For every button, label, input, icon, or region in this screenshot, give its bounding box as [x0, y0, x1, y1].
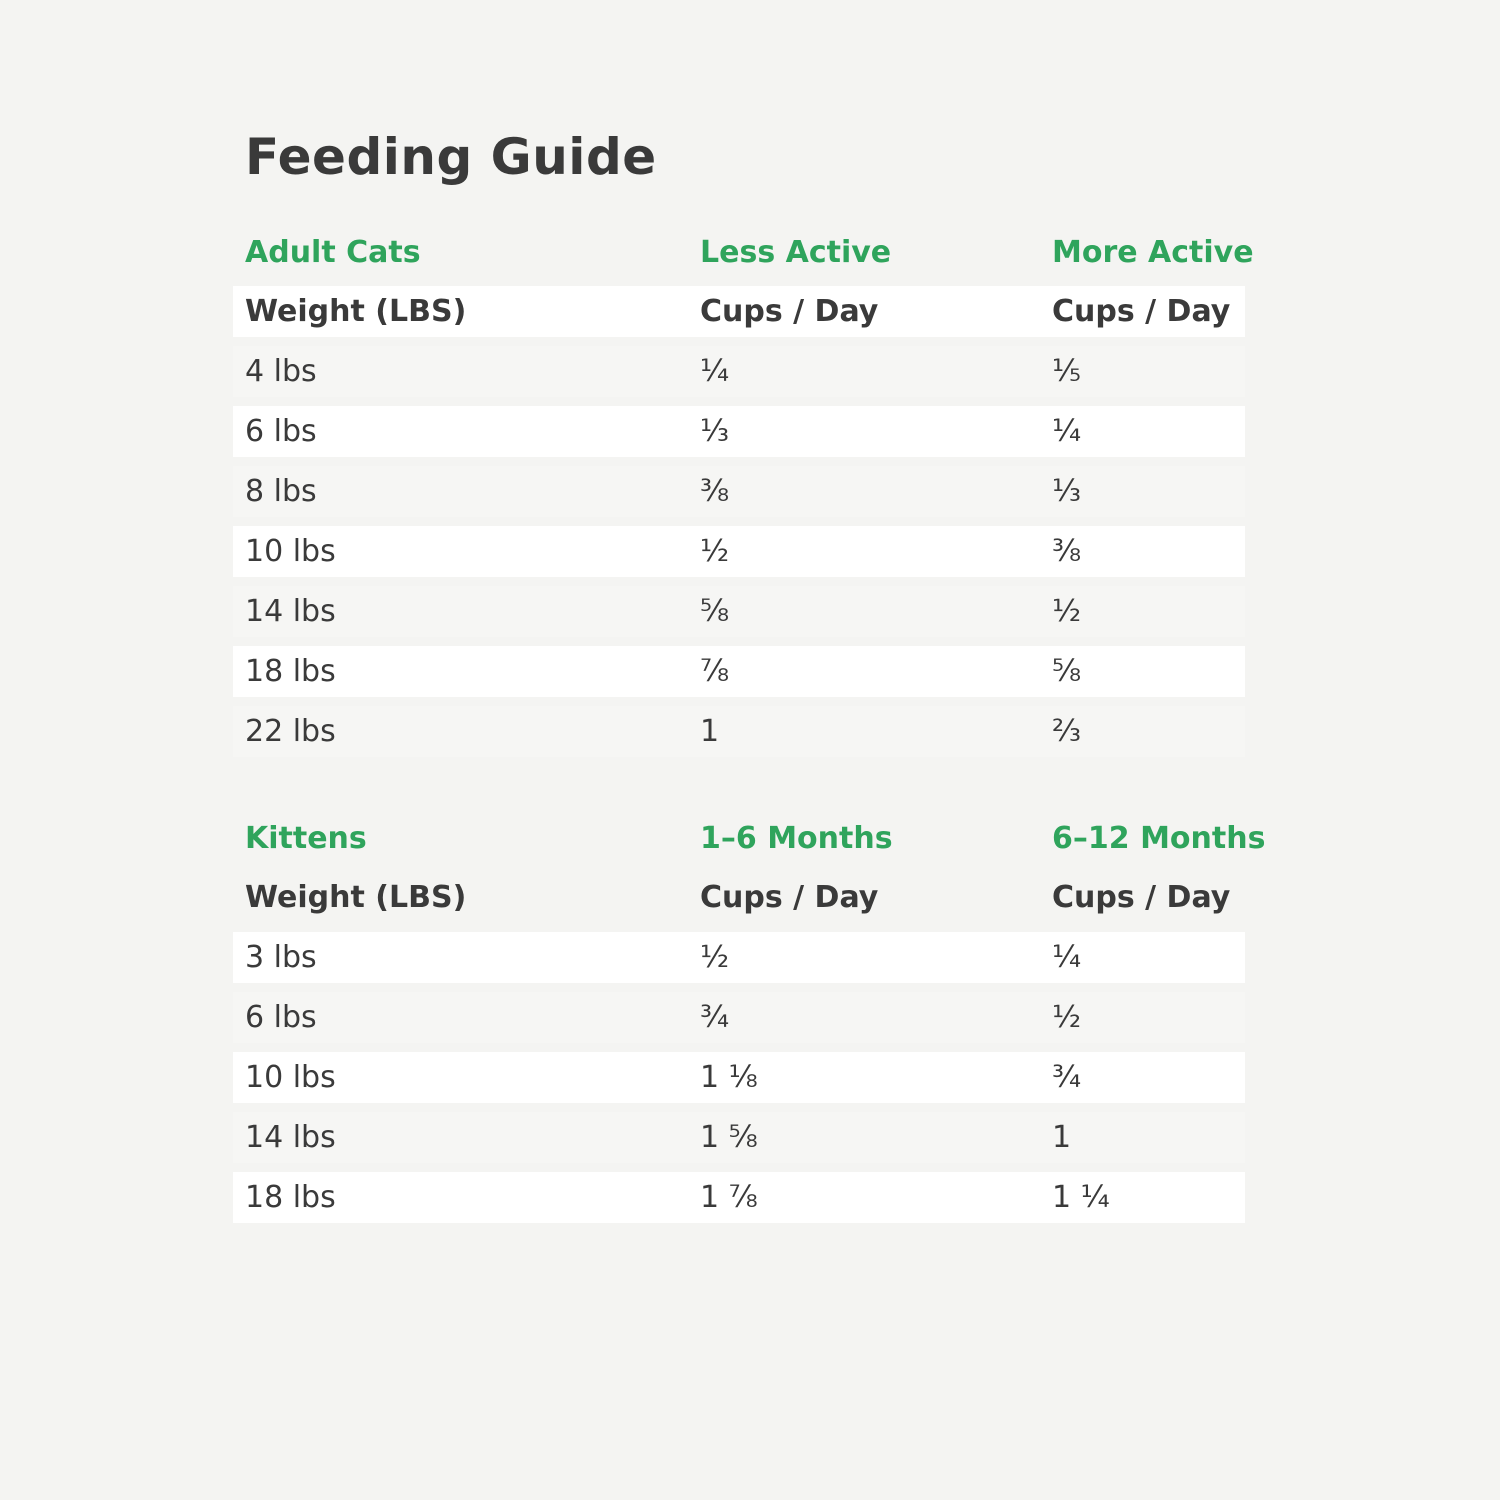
cups-cell: 1 — [700, 714, 720, 749]
table-header-row: Weight (LBS) Cups / Day Cups / Day — [233, 286, 1245, 337]
table-row: 8 lbs ⅜ ⅓ — [233, 466, 1245, 517]
weight-cell: 4 lbs — [245, 354, 317, 389]
table-row: 10 lbs ½ ⅜ — [233, 526, 1245, 577]
cups-cell: ⅜ — [1052, 534, 1082, 569]
section-label: Kittens — [245, 820, 367, 856]
section-label: Adult Cats — [245, 234, 421, 270]
weight-cell: 6 lbs — [245, 414, 317, 449]
feeding-guide-panel: Feeding Guide Adult Cats Less Active Mor… — [233, 0, 1265, 1232]
cups-cell: 1 ⅝ — [700, 1120, 758, 1155]
cups-cell: ½ — [1052, 594, 1082, 629]
adult-cats-section-header: Adult Cats Less Active More Active — [233, 233, 1254, 271]
table-row: 10 lbs 1 ⅛ ¾ — [233, 1052, 1245, 1103]
weight-cell: 18 lbs — [245, 1180, 336, 1215]
cups-cell: 1 ¼ — [1052, 1180, 1110, 1215]
kittens-section-header: Kittens 1–6 Months 6–12 Months — [233, 819, 1265, 857]
cups-cell: ⅔ — [1052, 714, 1082, 749]
table-row: 18 lbs ⅞ ⅝ — [233, 646, 1245, 697]
table-row: 18 lbs 1 ⅞ 1 ¼ — [233, 1172, 1245, 1223]
table-header-row: Weight (LBS) Cups / Day Cups / Day — [233, 872, 1245, 923]
table-row: 4 lbs ¼ ⅕ — [233, 346, 1245, 397]
cups-cell: 1 — [1052, 1120, 1072, 1155]
cups-cell: ½ — [700, 940, 730, 975]
cups-cell: 1 ⅞ — [700, 1180, 758, 1215]
cups-day-header-cell: Cups / Day — [700, 880, 879, 915]
cups-cell: ⅓ — [1052, 474, 1082, 509]
table-row: 6 lbs ¾ ½ — [233, 992, 1245, 1043]
cups-cell: ¾ — [1052, 1060, 1082, 1095]
weight-cell: 10 lbs — [245, 534, 336, 569]
cups-cell: ⅓ — [700, 414, 730, 449]
kittens-table: Kittens 1–6 Months 6–12 Months Weight (L… — [233, 819, 1265, 1223]
table-row: 3 lbs ½ ¼ — [233, 932, 1245, 983]
less-active-label: Less Active — [700, 234, 892, 270]
months-1-6-label: 1–6 Months — [700, 820, 893, 856]
weight-cell: 14 lbs — [245, 1120, 336, 1155]
cups-cell: ½ — [1052, 1000, 1082, 1035]
cups-cell: 1 ⅛ — [700, 1060, 758, 1095]
weight-cell: 14 lbs — [245, 594, 336, 629]
cups-cell: ⅕ — [1052, 354, 1082, 389]
adult-cats-table: Adult Cats Less Active More Active Weigh… — [233, 233, 1254, 757]
weight-cell: 10 lbs — [245, 1060, 336, 1095]
cups-day-header-cell: Cups / Day — [1052, 880, 1231, 915]
cups-cell: ¼ — [1052, 414, 1082, 449]
weight-cell: 6 lbs — [245, 1000, 317, 1035]
cups-cell: ¾ — [700, 1000, 730, 1035]
cups-cell: ⅜ — [700, 474, 730, 509]
more-active-label: More Active — [1052, 234, 1254, 270]
cups-cell: ⅞ — [700, 654, 730, 689]
weight-cell: 22 lbs — [245, 714, 336, 749]
table-row: 22 lbs 1 ⅔ — [233, 706, 1245, 757]
cups-cell: ½ — [700, 534, 730, 569]
table-row: 6 lbs ⅓ ¼ — [233, 406, 1245, 457]
cups-day-header-cell: Cups / Day — [1052, 294, 1231, 329]
weight-cell: 18 lbs — [245, 654, 336, 689]
weight-header-cell: Weight (LBS) — [245, 294, 467, 329]
table-row: 14 lbs ⅝ ½ — [233, 586, 1245, 637]
page-title: Feeding Guide — [245, 128, 657, 186]
cups-cell: ⅝ — [700, 594, 730, 629]
weight-header-cell: Weight (LBS) — [245, 880, 467, 915]
cups-cell: ¼ — [700, 354, 730, 389]
months-6-12-label: 6–12 Months — [1052, 820, 1266, 856]
table-row: 14 lbs 1 ⅝ 1 — [233, 1112, 1245, 1163]
cups-day-header-cell: Cups / Day — [700, 294, 879, 329]
cups-cell: ¼ — [1052, 940, 1082, 975]
weight-cell: 3 lbs — [245, 940, 317, 975]
cups-cell: ⅝ — [1052, 654, 1082, 689]
weight-cell: 8 lbs — [245, 474, 317, 509]
